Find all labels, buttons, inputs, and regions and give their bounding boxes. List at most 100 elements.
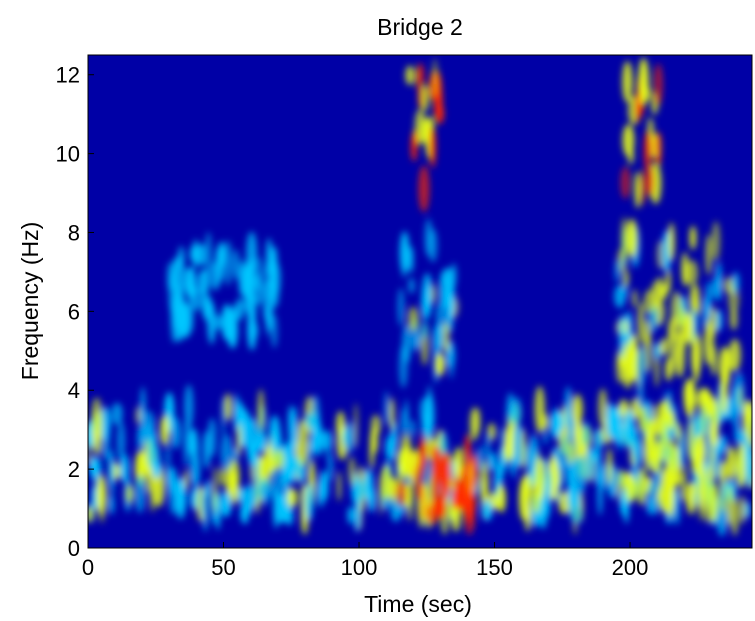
heat-blob — [581, 421, 590, 446]
heat-blob — [618, 399, 629, 418]
heat-blob — [683, 379, 695, 408]
heat-blob — [395, 481, 407, 507]
heat-blob — [634, 171, 641, 209]
heat-blob — [551, 409, 561, 441]
heat-blob — [509, 406, 517, 424]
heat-blob — [273, 449, 285, 470]
plot-frame — [87, 54, 753, 549]
heat-blob — [193, 239, 199, 270]
heat-blob — [246, 231, 258, 278]
heat-blob — [207, 417, 217, 457]
heat-blob — [173, 254, 185, 299]
heat-blob — [235, 298, 244, 321]
heat-blob — [711, 221, 721, 262]
heat-blob — [314, 419, 322, 451]
heat-blob — [697, 468, 708, 512]
heat-blob — [220, 434, 233, 471]
heat-blob — [439, 272, 445, 311]
heat-blob — [693, 434, 704, 477]
heat-blob — [389, 397, 395, 431]
heat-blob — [397, 287, 405, 327]
heat-blob — [247, 488, 254, 514]
heat-blob — [622, 61, 633, 103]
heat-blob — [571, 393, 583, 425]
heat-blob — [545, 468, 552, 495]
heat-blob — [174, 307, 184, 342]
heat-blob — [705, 234, 712, 276]
heat-blob — [626, 218, 638, 258]
heat-blob — [645, 165, 654, 197]
heat-blob — [632, 289, 637, 308]
x-tick-label: 50 — [211, 555, 235, 580]
heat-blob — [689, 284, 700, 312]
heat-blob — [426, 504, 438, 525]
heat-blob — [614, 284, 626, 309]
heat-blob — [432, 58, 438, 98]
heat-blob — [524, 501, 531, 532]
heat-blob — [109, 494, 114, 515]
heat-blob — [91, 484, 98, 511]
heat-blob — [636, 346, 647, 385]
heat-blob — [418, 165, 430, 213]
heat-blob — [271, 313, 278, 349]
heat-blob — [659, 338, 669, 356]
heat-blob — [442, 322, 450, 354]
heat-blob — [680, 473, 687, 503]
heat-blob — [408, 246, 414, 274]
heat-blob — [637, 302, 645, 343]
heat-blob — [248, 441, 258, 468]
heat-blob — [214, 247, 222, 289]
heat-blob — [236, 423, 241, 457]
heat-blob — [721, 480, 727, 502]
heat-blob — [88, 505, 94, 523]
heat-blob — [197, 243, 206, 267]
y-tick-label: 2 — [68, 457, 80, 482]
heat-blob — [408, 277, 415, 294]
heat-blob — [297, 418, 309, 467]
heat-blob — [397, 448, 409, 474]
heat-blob — [91, 397, 103, 442]
heat-blob — [183, 419, 190, 468]
heat-blob — [631, 397, 640, 419]
heat-blob — [709, 482, 719, 523]
heat-blob — [116, 421, 126, 461]
heat-blob — [212, 466, 218, 514]
heat-blob — [705, 281, 712, 320]
heat-blob — [342, 427, 351, 447]
heat-blob — [620, 166, 631, 199]
heat-blob — [119, 454, 130, 483]
heat-blob — [98, 483, 106, 524]
heat-blob — [718, 461, 728, 480]
heat-blob — [184, 384, 194, 430]
heat-blob — [573, 417, 583, 449]
heat-blob — [726, 445, 737, 482]
heat-blob — [470, 486, 475, 530]
heat-blob — [410, 419, 416, 438]
heat-blob — [692, 336, 700, 384]
heat-blob — [228, 459, 240, 492]
heat-blob — [415, 330, 421, 350]
heat-blob — [736, 442, 746, 489]
heat-blob — [728, 338, 741, 372]
heat-blob — [354, 479, 364, 506]
heat-blob — [414, 462, 424, 501]
heat-blob — [614, 259, 621, 283]
heat-blob — [598, 388, 608, 427]
heat-blob — [401, 234, 407, 279]
heat-blob — [534, 385, 545, 434]
heat-blob — [635, 90, 641, 125]
heat-blob — [403, 399, 409, 439]
heat-blob — [542, 413, 548, 431]
heat-blob — [190, 452, 200, 486]
y-tick-label: 4 — [68, 378, 80, 403]
y-axis-label: Frequency (Hz) — [17, 222, 43, 380]
heat-blob — [287, 487, 298, 508]
heat-blob — [606, 402, 615, 439]
heat-blob — [421, 320, 429, 341]
heat-blob — [715, 309, 723, 332]
heat-blob — [204, 231, 213, 277]
heat-blob — [408, 306, 419, 332]
x-axis: 0 50 100 150 200 — [82, 542, 648, 580]
heat-blob — [405, 65, 415, 86]
heat-blob — [347, 506, 354, 525]
